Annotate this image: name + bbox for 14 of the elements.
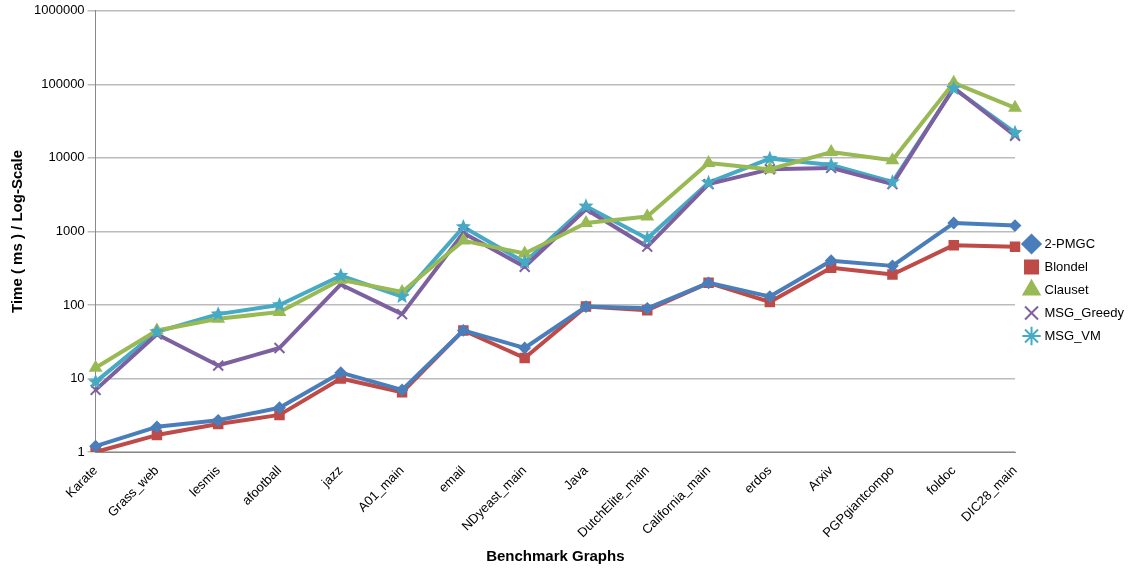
legend-label: Clauset — [1044, 281, 1089, 297]
legend-label: 2-PMGC — [1044, 235, 1096, 251]
y-tick-label: 10000 — [48, 149, 85, 165]
y-tick-label: 100000 — [41, 75, 85, 91]
y-tick-label: 1000 — [55, 222, 85, 238]
y-axis-title: Time ( ms ) / Log-Scale — [8, 149, 26, 313]
legend-label: MSG_Greedy — [1044, 304, 1125, 320]
y-tick-label: 10 — [70, 370, 85, 386]
y-tick-label: 1 — [77, 443, 85, 459]
legend-label: MSG_VM — [1044, 327, 1101, 343]
legend-label: Blondel — [1044, 258, 1089, 274]
y-tick-label: 1000000 — [33, 2, 85, 18]
x-axis-title: Benchmark Graphs — [486, 547, 625, 565]
y-tick-label: 100 — [62, 296, 85, 312]
